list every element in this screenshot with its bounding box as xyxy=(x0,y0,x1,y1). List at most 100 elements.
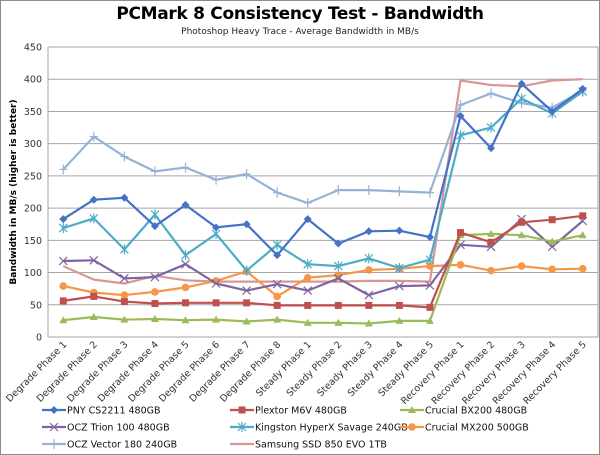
data-point xyxy=(487,88,496,99)
legend-marker xyxy=(238,406,246,414)
series-ocz-trion-100-480gb xyxy=(58,214,588,300)
data-point xyxy=(212,315,221,323)
series-pny-cs2211-480gb xyxy=(59,79,587,260)
data-point xyxy=(212,223,221,232)
data-point xyxy=(487,238,495,246)
legend-label: Crucial BX200 480GB xyxy=(425,406,527,417)
data-point xyxy=(58,223,68,234)
data-point xyxy=(120,315,129,323)
y-tick-label: 100 xyxy=(24,268,42,279)
data-point xyxy=(58,256,68,266)
legend-marker xyxy=(408,423,416,431)
series-line xyxy=(63,232,583,325)
data-point xyxy=(456,100,465,110)
data-point xyxy=(273,292,281,301)
legend-label: Crucial MX200 500GB xyxy=(425,423,529,434)
data-point xyxy=(395,226,404,235)
data-point xyxy=(181,250,190,261)
data-point xyxy=(181,162,190,173)
data-point xyxy=(425,281,435,290)
legend-label: PNY CS2211 480GB xyxy=(67,406,161,417)
legend: PNY CS2211 480GB Plextor M6V 480GB Crucial… xyxy=(42,406,529,451)
legend-item: Samsung SSD 850 EVO 1TB xyxy=(230,440,387,451)
data-point xyxy=(181,316,190,324)
data-point xyxy=(517,79,526,88)
data-point xyxy=(119,273,129,283)
data-point xyxy=(243,299,251,307)
data-point xyxy=(304,301,312,309)
y-tick-label: 450 xyxy=(24,43,42,54)
data-point xyxy=(272,239,282,250)
legend-item: Kingston HyperX Savage 240GB xyxy=(230,422,408,434)
data-point xyxy=(90,292,98,300)
data-point xyxy=(120,291,129,299)
data-point xyxy=(395,301,403,309)
data-point xyxy=(59,297,67,305)
data-point xyxy=(303,215,312,224)
data-point xyxy=(89,195,98,204)
data-point xyxy=(273,187,282,198)
legend-item: OCZ Vector 180 240GB xyxy=(42,439,177,451)
data-point xyxy=(426,303,434,311)
data-point xyxy=(425,316,434,324)
data-point xyxy=(487,266,495,275)
data-point xyxy=(120,298,128,306)
data-point xyxy=(365,301,373,309)
data-point xyxy=(150,272,160,282)
data-point xyxy=(456,261,465,269)
data-point xyxy=(364,253,374,264)
y-tick-label: 50 xyxy=(30,300,42,311)
data-point xyxy=(334,239,343,248)
series-line xyxy=(63,214,583,309)
data-point xyxy=(59,164,68,175)
data-point xyxy=(242,220,251,229)
data-point xyxy=(181,200,190,209)
data-point xyxy=(273,315,282,323)
legend-item: PNY CS2211 480GB xyxy=(42,406,161,417)
series-ocz-vector-180-240gb xyxy=(59,85,587,208)
y-tick-label: 350 xyxy=(24,107,42,118)
data-point xyxy=(182,299,189,307)
series-lines xyxy=(58,78,588,327)
data-point xyxy=(364,319,373,327)
data-point xyxy=(303,273,312,282)
data-point xyxy=(303,259,313,270)
data-point xyxy=(578,231,587,239)
data-point xyxy=(89,213,99,224)
series-line xyxy=(62,82,584,257)
data-point xyxy=(364,227,373,236)
data-point xyxy=(334,301,342,309)
y-tick-label: 300 xyxy=(24,139,42,150)
series-line xyxy=(62,89,584,205)
data-point xyxy=(89,131,98,142)
data-point xyxy=(578,84,587,93)
y-axis-label: Bandwidth in MB/s (higher is better) xyxy=(9,99,19,284)
data-point xyxy=(150,166,159,177)
y-tick-label: 150 xyxy=(24,236,42,247)
legend-label: Samsung SSD 850 EVO 1TB xyxy=(255,440,387,451)
data-point xyxy=(395,316,404,324)
data-point xyxy=(579,212,587,220)
legend-marker xyxy=(237,422,247,432)
y-tick-label: 250 xyxy=(24,171,42,182)
data-point xyxy=(334,185,343,196)
data-point xyxy=(518,218,526,226)
data-point xyxy=(59,215,68,224)
data-point xyxy=(151,288,159,296)
data-point xyxy=(395,186,404,197)
data-point xyxy=(303,286,313,296)
data-point xyxy=(457,229,464,237)
series-line xyxy=(63,263,583,298)
data-point xyxy=(181,259,190,269)
data-point xyxy=(456,111,465,120)
data-point xyxy=(212,299,220,307)
data-point xyxy=(89,313,98,321)
series-line xyxy=(63,218,584,297)
data-point xyxy=(578,264,587,273)
data-point xyxy=(242,286,252,296)
data-point xyxy=(548,107,557,116)
series-crucial-bx200-480gb xyxy=(59,229,587,327)
legend-item: Plextor M6V 480GB xyxy=(230,406,347,417)
data-point xyxy=(150,314,159,322)
data-point xyxy=(120,151,129,162)
